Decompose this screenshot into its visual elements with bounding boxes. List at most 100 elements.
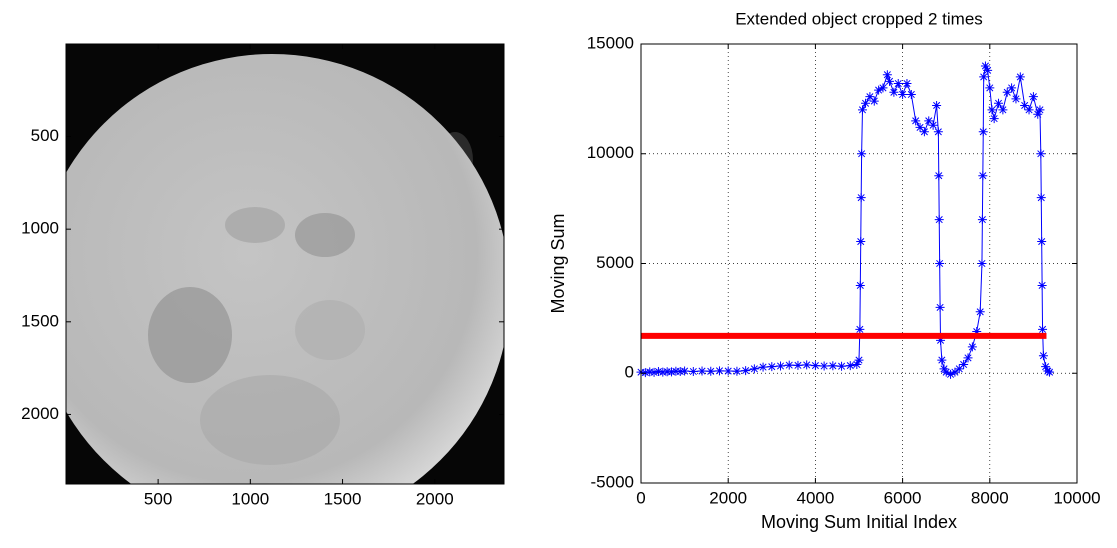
marker [907, 90, 916, 99]
x-tick-label: 0 [636, 488, 645, 507]
marker [990, 114, 999, 123]
marker [920, 127, 929, 136]
marker [1037, 193, 1046, 202]
marker [935, 215, 944, 224]
mare [295, 213, 355, 257]
marker [855, 325, 864, 334]
y-tick-label: 10000 [587, 143, 634, 162]
marker [885, 77, 894, 86]
marker [1036, 149, 1045, 158]
marker [828, 361, 837, 370]
marker [934, 171, 943, 180]
y-tick-label: 1000 [21, 219, 59, 238]
marker [837, 362, 846, 371]
y-tick-label: 1500 [21, 311, 59, 330]
x-tick-label: 1500 [324, 489, 362, 508]
image [34, 44, 510, 530]
y-tick-label: 0 [625, 363, 634, 382]
marker [785, 361, 794, 370]
x-tick-label: 2000 [709, 488, 747, 507]
y-tick-label: 15000 [587, 33, 634, 52]
marker [724, 367, 733, 376]
plot-area [637, 61, 1055, 378]
x-tick-label: 1000 [231, 489, 269, 508]
figure: 500 1000 1500 2000 500 1000 1500 2000 0 2000 4000 6… [0, 0, 1117, 548]
marker [932, 101, 941, 110]
marker [994, 99, 1003, 108]
marker [698, 367, 707, 376]
marker [856, 237, 865, 246]
marker [857, 193, 866, 202]
marker [878, 83, 887, 92]
marker [983, 66, 992, 75]
y-tick-label: 2000 [21, 404, 59, 423]
marker [856, 281, 865, 290]
marker [820, 362, 829, 371]
marker [857, 149, 866, 158]
marker [750, 364, 759, 373]
chart-title: Extended object cropped 2 times [735, 9, 983, 28]
marker [976, 307, 985, 316]
mare [295, 300, 365, 360]
marker [1039, 351, 1048, 360]
marker [937, 356, 946, 365]
x-tick-label: 10000 [1053, 488, 1100, 507]
marker [861, 99, 870, 108]
marker [979, 127, 988, 136]
marker [968, 342, 977, 351]
y-tick-label: -5000 [591, 472, 634, 491]
marker [811, 361, 820, 370]
marker [793, 361, 802, 370]
y-axis-label: Moving Sum [548, 213, 568, 313]
marker [846, 361, 855, 370]
marker [985, 83, 994, 92]
marker [1016, 72, 1025, 81]
marker [802, 360, 811, 369]
mare [225, 207, 285, 243]
x-tick-label: 2000 [416, 489, 454, 508]
marker [979, 72, 988, 81]
x-tick-label: 8000 [971, 488, 1009, 507]
marker [1029, 92, 1038, 101]
marker [911, 116, 920, 125]
marker [936, 303, 945, 312]
marker [1038, 281, 1047, 290]
marker [870, 97, 879, 106]
x-tick-label: 4000 [796, 488, 834, 507]
marker [1045, 368, 1054, 377]
marker [902, 79, 911, 88]
marker [935, 259, 944, 268]
marker [959, 360, 968, 369]
marker [1007, 83, 1016, 92]
marker [689, 367, 698, 376]
marker [998, 105, 1007, 114]
marker [978, 215, 987, 224]
y-tick-label: 500 [31, 126, 59, 145]
x-tick-label: 500 [144, 489, 172, 508]
marker [964, 353, 973, 362]
marker [1025, 105, 1034, 114]
marker [1037, 237, 1046, 246]
marker [1035, 105, 1044, 114]
marker [776, 362, 785, 371]
marker [883, 70, 892, 79]
marker [889, 88, 898, 97]
page: {"chart_data": [ {"type": "image", "xlim… [0, 0, 1117, 548]
marker [706, 367, 715, 376]
x-axis-label: Moving Sum Initial Index [761, 512, 957, 532]
series-line [641, 66, 1050, 374]
marker [680, 367, 689, 376]
marker [1011, 94, 1020, 103]
marker [715, 366, 724, 375]
x-tick-label: 6000 [884, 488, 922, 507]
marker [977, 259, 986, 268]
y-tick-label: 5000 [596, 253, 634, 272]
mare [200, 375, 340, 465]
marker [898, 90, 907, 99]
marker [978, 171, 987, 180]
marker [987, 105, 996, 114]
marker [1038, 325, 1047, 334]
marker [732, 367, 741, 376]
marker [759, 363, 768, 372]
marker [894, 79, 903, 88]
